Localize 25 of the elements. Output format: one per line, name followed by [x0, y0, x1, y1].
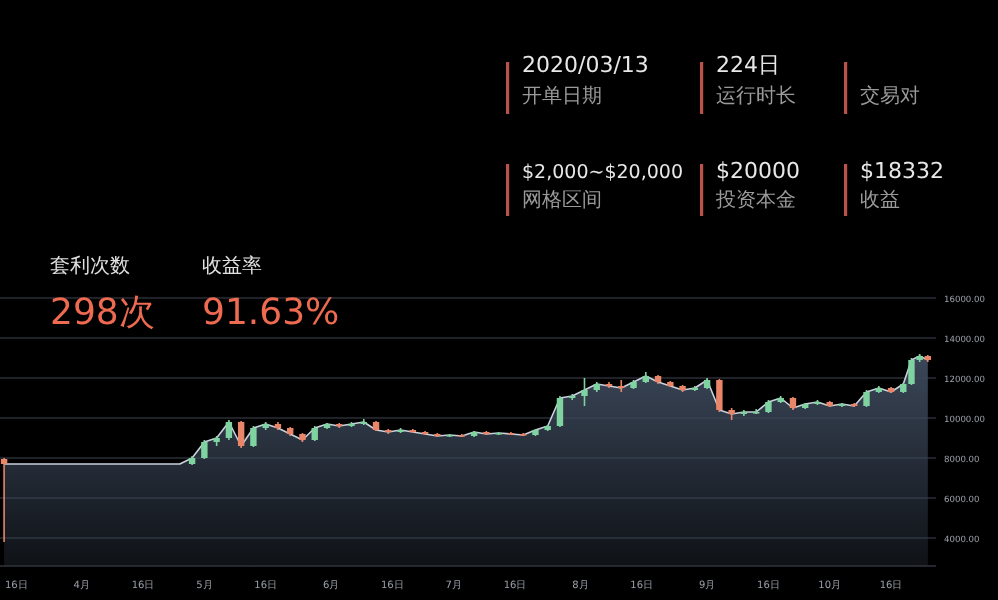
text: 开单日期 [522, 84, 602, 108]
candlestick [618, 379, 625, 393]
candlestick [225, 419, 233, 441]
text: $20000 [716, 158, 800, 184]
text: $18332 [860, 158, 944, 184]
candlestick [908, 357, 915, 386]
candlestick [201, 439, 208, 460]
text: $2,000~$20,000 [522, 162, 683, 184]
text: 2020/03/13 [522, 52, 649, 78]
candlestick [716, 378, 723, 413]
candlestick [581, 377, 588, 407]
candlestick [556, 395, 564, 428]
candlestick [250, 425, 257, 448]
annotation: 91.63% [202, 292, 340, 334]
candlestick [237, 420, 245, 449]
text: 套利次数 [50, 254, 130, 278]
text: 运行时长 [716, 84, 796, 108]
text: 交易对 [860, 84, 920, 108]
text: 收益率 [202, 254, 262, 278]
text: 224日 [716, 52, 780, 78]
candlestick [0, 457, 8, 543]
annotation: 298次 [50, 292, 155, 334]
text: 网格区间 [522, 188, 602, 212]
text: 收益 [860, 188, 900, 212]
text: 投资本金 [714, 188, 796, 212]
